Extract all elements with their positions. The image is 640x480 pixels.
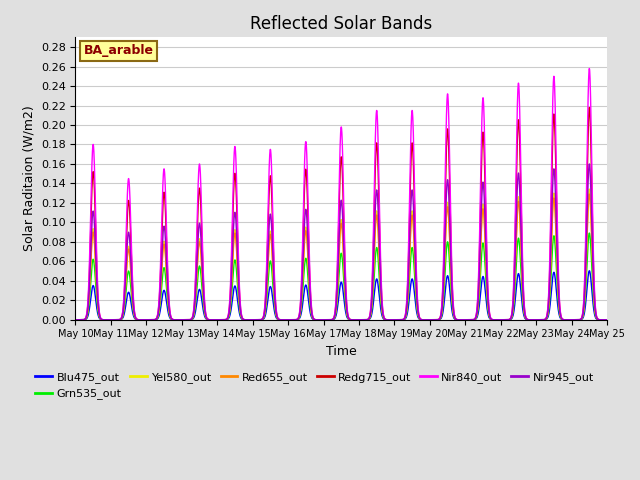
Blu475_out — [275, 317, 283, 323]
Redg715_out — [604, 317, 611, 323]
Nir945_out — [164, 284, 172, 289]
Grn535_out — [536, 317, 543, 323]
Red655_out — [604, 317, 611, 323]
Grn535_out — [593, 316, 600, 322]
Nir945_out — [132, 316, 140, 322]
Red655_out — [164, 290, 172, 296]
Nir840_out — [604, 317, 611, 323]
Red655_out — [593, 315, 600, 321]
Title: Reflected Solar Bands: Reflected Solar Bands — [250, 15, 433, 33]
Yel580_out — [298, 282, 306, 288]
Yel580_out — [593, 315, 600, 321]
Nir840_out — [275, 317, 283, 323]
Blu475_out — [72, 317, 79, 323]
Nir945_out — [275, 317, 283, 323]
Nir840_out — [536, 317, 543, 323]
Yel580_out — [586, 186, 593, 192]
Red655_out — [298, 283, 306, 289]
Redg715_out — [593, 314, 600, 320]
Nir945_out — [298, 276, 306, 281]
Red655_out — [586, 191, 593, 197]
Line: Nir840_out: Nir840_out — [76, 69, 607, 320]
Grn535_out — [275, 317, 283, 323]
Nir945_out — [72, 317, 79, 323]
Redg715_out — [132, 315, 140, 321]
Grn535_out — [298, 294, 306, 300]
Blu475_out — [298, 304, 306, 310]
Redg715_out — [275, 317, 283, 323]
Blu475_out — [536, 317, 543, 323]
Yel580_out — [604, 317, 611, 323]
Yel580_out — [72, 317, 79, 323]
Grn535_out — [132, 316, 140, 322]
Yel580_out — [536, 317, 543, 323]
Redg715_out — [536, 317, 543, 323]
Yel580_out — [132, 316, 140, 322]
Nir840_out — [132, 315, 140, 321]
Line: Red655_out: Red655_out — [76, 194, 607, 320]
Grn535_out — [164, 299, 172, 304]
Redg715_out — [164, 272, 172, 277]
Grn535_out — [604, 317, 611, 323]
Nir840_out — [298, 250, 306, 255]
Nir840_out — [72, 317, 79, 323]
Redg715_out — [298, 260, 306, 266]
Line: Blu475_out: Blu475_out — [76, 271, 607, 320]
Blu475_out — [593, 316, 600, 322]
Redg715_out — [72, 317, 79, 323]
Nir840_out — [586, 66, 593, 72]
Line: Grn535_out: Grn535_out — [76, 233, 607, 320]
Yel580_out — [164, 289, 172, 295]
Redg715_out — [586, 105, 593, 110]
Nir840_out — [593, 314, 600, 320]
Text: BA_arable: BA_arable — [83, 44, 154, 57]
Nir945_out — [536, 317, 543, 323]
Nir945_out — [593, 315, 600, 321]
Blu475_out — [586, 268, 593, 274]
Nir840_out — [164, 264, 172, 269]
Red655_out — [275, 317, 283, 323]
Red655_out — [72, 317, 79, 323]
Nir945_out — [586, 161, 593, 167]
Line: Redg715_out: Redg715_out — [76, 108, 607, 320]
Grn535_out — [586, 230, 593, 236]
Grn535_out — [72, 317, 79, 323]
Yel580_out — [275, 317, 283, 323]
Blu475_out — [132, 317, 140, 323]
Line: Nir945_out: Nir945_out — [76, 164, 607, 320]
Red655_out — [132, 316, 140, 322]
Red655_out — [536, 317, 543, 323]
Blu475_out — [604, 317, 611, 323]
Legend: Blu475_out, Grn535_out, Yel580_out, Red655_out, Redg715_out, Nir840_out, Nir945_: Blu475_out, Grn535_out, Yel580_out, Red6… — [31, 368, 598, 404]
X-axis label: Time: Time — [326, 345, 356, 358]
Nir945_out — [604, 317, 611, 323]
Blu475_out — [164, 306, 172, 312]
Line: Yel580_out: Yel580_out — [76, 189, 607, 320]
Y-axis label: Solar Raditaion (W/m2): Solar Raditaion (W/m2) — [22, 106, 35, 252]
